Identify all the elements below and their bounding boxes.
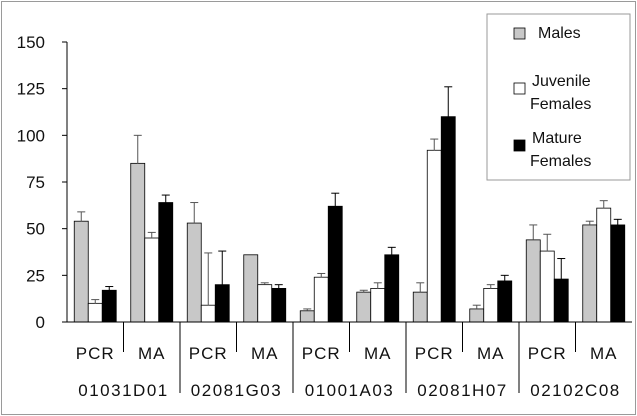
bar-juvenile-females <box>313 276 329 323</box>
bars <box>73 86 626 323</box>
bar-juvenile-females <box>87 302 103 323</box>
y-tick-label: 25 <box>26 266 45 285</box>
bar-mature-females <box>497 280 513 323</box>
bar-males <box>525 239 541 323</box>
method-label: PCR <box>302 344 341 363</box>
bar-mature-females <box>553 278 569 323</box>
method-label: MA <box>364 344 392 363</box>
bar-mature-females <box>158 202 174 323</box>
bar-males <box>412 291 428 323</box>
y-tick-label: 150 <box>17 33 45 52</box>
y-tick-label: 50 <box>26 220 45 239</box>
method-label: PCR <box>528 344 567 363</box>
method-label: MA <box>251 344 279 363</box>
bar-mature-females <box>327 205 343 323</box>
bar-males <box>186 222 202 323</box>
bar-juvenile-females <box>200 304 216 323</box>
legend-label: Females <box>530 153 591 170</box>
legend-label: Males <box>538 25 581 42</box>
bar-juvenile-females <box>596 207 612 323</box>
y-tick-label: 125 <box>17 80 45 99</box>
y-tick-label: 0 <box>36 313 45 332</box>
bar-mature-females <box>610 224 626 323</box>
legend: Males Juvenile Females Mature Females <box>486 13 631 181</box>
legend-swatch-mature-females <box>513 139 526 152</box>
group-label: 01001A03 <box>305 381 395 400</box>
bar-juvenile-females <box>257 284 273 323</box>
legend-label: Mature <box>532 130 582 147</box>
method-label: PCR <box>415 344 454 363</box>
method-label: MA <box>477 344 505 363</box>
bar-mature-females <box>384 254 400 323</box>
bar-juvenile-females <box>144 237 160 323</box>
bar-males <box>469 308 485 323</box>
bar-juvenile-females <box>539 250 555 323</box>
method-label: MA <box>138 344 166 363</box>
legend-label: Juvenile <box>532 73 591 90</box>
bar-juvenile-females <box>426 149 442 323</box>
group-label: 02081G03 <box>191 381 282 400</box>
bar-males <box>356 291 372 323</box>
bar-males <box>73 220 89 323</box>
bar-males <box>299 310 315 323</box>
method-label: PCR <box>189 344 228 363</box>
method-label: PCR <box>76 344 115 363</box>
bar-mature-females <box>271 287 287 323</box>
group-label: 01031D01 <box>78 381 168 400</box>
legend-swatch-males <box>513 27 526 40</box>
legend-swatch-juvenile-females <box>513 82 526 95</box>
x-axis: PCR MA 01031D01 PCR MA 02081G03 PCR MA 01001A03 P… <box>67 321 632 400</box>
legend-box <box>486 13 631 181</box>
bar-juvenile-females <box>483 287 499 323</box>
bar-juvenile-females <box>370 287 386 323</box>
bar-males <box>130 162 146 323</box>
group-label: 02081H07 <box>417 381 507 400</box>
bar-males <box>582 224 598 323</box>
y-axis: 0 25 50 75 100 125 150 <box>17 33 68 332</box>
bar-mature-females <box>440 116 456 323</box>
method-label: MA <box>590 344 618 363</box>
y-tick-label: 75 <box>26 173 45 192</box>
legend-label: Females <box>530 96 591 113</box>
bar-mature-females <box>101 289 117 323</box>
group-label: 02102C08 <box>530 381 620 400</box>
bar-males <box>243 254 259 323</box>
bar-mature-females <box>214 284 230 323</box>
y-tick-label: 100 <box>17 126 45 145</box>
